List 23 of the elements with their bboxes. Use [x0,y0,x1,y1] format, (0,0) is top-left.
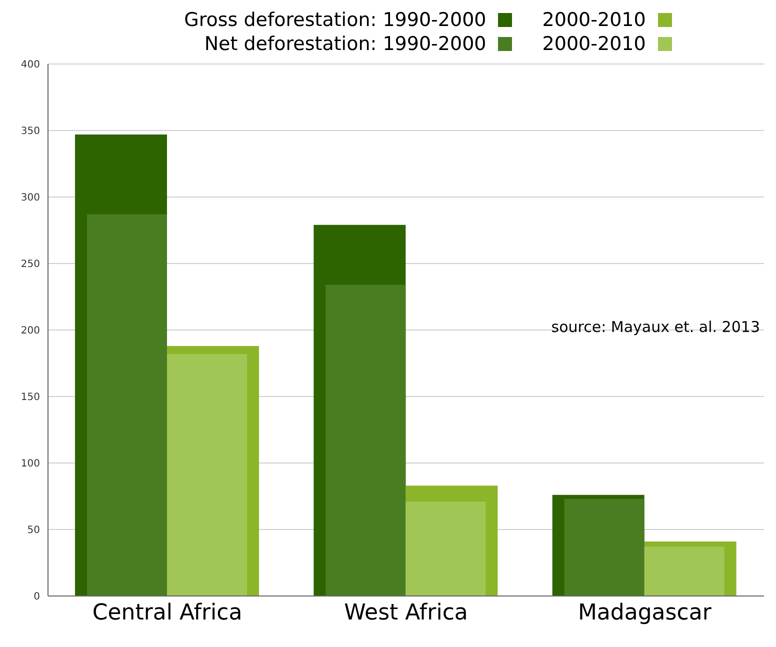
bar [406,502,486,596]
legend-label: Net deforestation: 1990-2000 [204,32,486,56]
y-tick-label: 0 [34,592,40,603]
bar [167,354,247,596]
bar [564,498,644,596]
y-tick-label: 400 [20,60,40,71]
x-tick-label: Central Africa [92,600,242,626]
bar [644,546,724,596]
legend-label: 2000-2010 [542,32,646,56]
y-tick-label: 300 [20,192,40,204]
annotation: source: Mayaux et. al. 2013 [551,318,760,336]
x-tick-label: West Africa [344,600,468,626]
legend-label: Gross deforestation: 1990-2000 [184,8,486,32]
y-tick-label: 150 [20,392,40,404]
y-tick-label: 350 [20,126,40,138]
y-tick-label: 250 [20,259,40,270]
bar [87,214,167,596]
x-tick-label: Madagascar [578,600,712,626]
y-tick-label: 50 [27,525,40,536]
y-tick-label: 200 [20,326,40,337]
legend-label: 2000-2010 [542,8,646,32]
bar [326,284,406,596]
y-tick-label: 100 [20,458,40,470]
